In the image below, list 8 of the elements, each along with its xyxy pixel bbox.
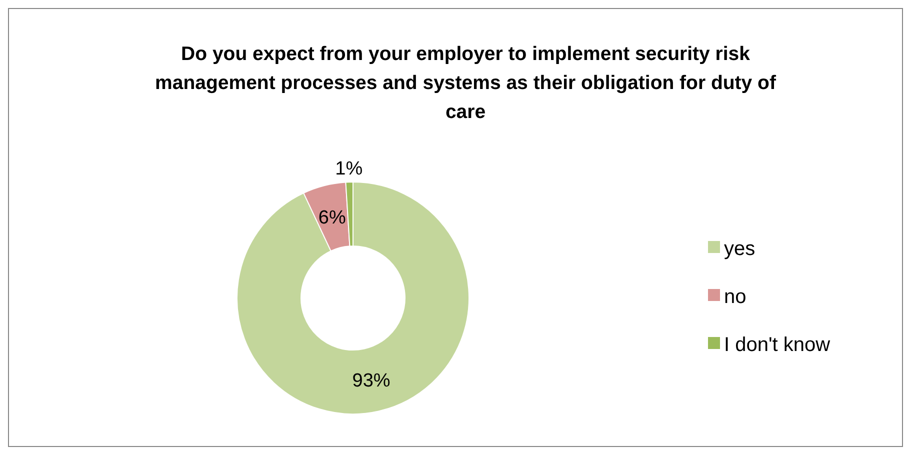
legend-label: yes [724,238,756,260]
legend-label: no [724,286,746,308]
donut-slice [236,182,470,414]
data-label: 6% [318,207,346,228]
chart-title: Do you expect from your employer to implement security risk management processes and systems as their obligation for duty of care [155,43,776,123]
data-label: 1% [335,158,363,180]
data-label: 93% [352,370,390,392]
legend-label: I don't know [724,334,831,356]
